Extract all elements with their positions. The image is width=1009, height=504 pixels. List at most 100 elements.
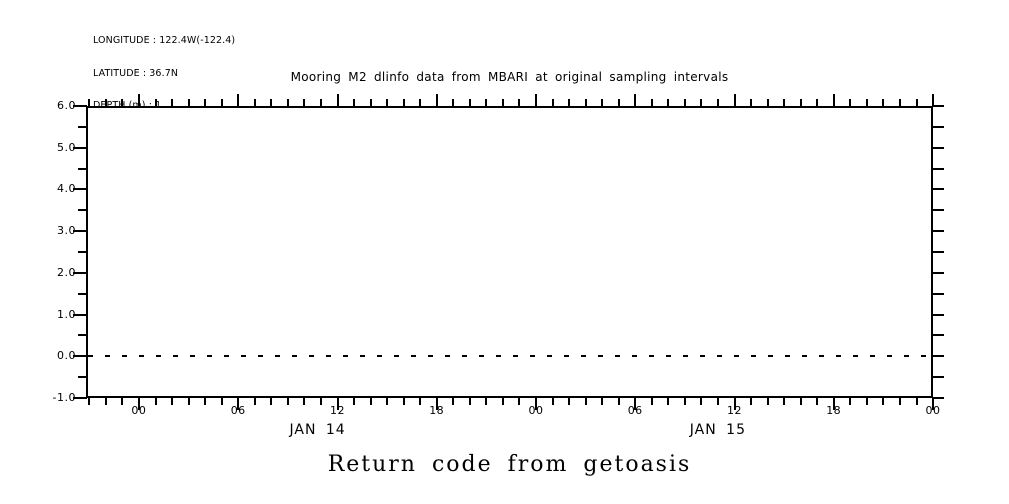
x-tick-label: 18 <box>826 404 842 417</box>
x-minor-tick-bottom <box>402 397 405 405</box>
x-minor-tick-bottom <box>501 397 504 405</box>
metadata-line-depth: DEPTH (m) : 1 <box>93 100 235 112</box>
y-tick-right <box>932 167 944 170</box>
x-minor-tick-bottom <box>849 397 852 405</box>
y-major-tick-left <box>73 105 87 107</box>
x-minor-tick-bottom <box>650 397 653 405</box>
x-tick-label: 06 <box>627 404 643 417</box>
y-tick-label: 3.0 <box>57 224 76 238</box>
x-minor-tick-bottom <box>716 397 719 405</box>
x-tick-label: 12 <box>727 404 742 417</box>
x-minor-tick-bottom <box>750 397 752 405</box>
x-minor-tick-bottom <box>452 397 455 405</box>
x-date-label: JAN 15 <box>689 422 746 438</box>
x-minor-tick-bottom <box>683 397 686 405</box>
plot-frame <box>86 106 933 398</box>
y-major-tick-left <box>73 271 87 274</box>
x-major-tick-bottom <box>932 397 934 410</box>
x-minor-tick-bottom <box>882 397 885 405</box>
y-tick-label: 0.0 <box>57 349 76 363</box>
x-minor-tick-bottom <box>766 397 769 405</box>
x-minor-tick-bottom <box>319 397 322 405</box>
y-tick-right <box>932 397 944 399</box>
x-minor-tick-bottom <box>369 397 372 405</box>
x-minor-tick-bottom <box>568 397 571 405</box>
x-minor-tick-bottom <box>816 397 819 405</box>
x-major-tick-bottom <box>832 397 835 410</box>
x-minor-tick-bottom <box>898 397 901 405</box>
x-tick-label: 00 <box>528 404 544 417</box>
x-major-tick-bottom <box>535 397 537 410</box>
x-major-tick-bottom <box>237 397 240 410</box>
x-minor-tick-bottom <box>617 397 620 405</box>
x-minor-tick-bottom <box>551 397 554 405</box>
x-tick-label: 06 <box>230 404 246 417</box>
x-date-label: JAN 14 <box>289 422 346 438</box>
x-minor-tick-bottom <box>104 397 107 405</box>
y-tick-label: 4.0 <box>57 182 76 196</box>
x-major-tick-bottom <box>435 397 438 410</box>
x-minor-tick-bottom <box>204 397 207 405</box>
x-minor-tick-bottom <box>468 397 471 405</box>
y-major-tick-left <box>73 355 87 358</box>
x-major-tick-bottom <box>733 397 736 410</box>
x-minor-tick-bottom <box>353 397 355 405</box>
x-tick-label: 18 <box>429 404 445 417</box>
y-tick-right <box>932 355 944 358</box>
x-minor-tick-bottom <box>667 397 670 405</box>
y-tick-right <box>932 251 944 253</box>
y-tick-right <box>932 105 944 107</box>
metadata-line-longitude: LONGITUDE : 122.4W(-122.4) <box>93 35 236 47</box>
x-minor-tick-bottom <box>915 397 918 405</box>
y-tick-label: -1.0 <box>52 391 76 404</box>
x-minor-tick-bottom <box>286 397 289 405</box>
y-tick-label: 1.0 <box>57 307 76 321</box>
chart-title: Mooring M2 dlinfo data from MBARI at ori… <box>290 70 729 84</box>
y-tick-right <box>932 292 944 295</box>
x-minor-tick-bottom <box>171 397 173 405</box>
y-major-tick-left <box>73 146 87 149</box>
y-tick-right <box>932 230 944 233</box>
x-minor-tick-bottom <box>584 397 587 405</box>
x-minor-tick-bottom <box>485 397 488 405</box>
x-tick-label: 00 <box>131 404 147 417</box>
x-minor-tick-bottom <box>154 397 157 405</box>
x-minor-tick-bottom <box>88 397 91 405</box>
y-tick-right <box>932 125 944 128</box>
y-tick-right <box>932 271 944 274</box>
footer-label: Return code from getoasis <box>327 452 692 477</box>
y-tick-label: 2.0 <box>57 265 76 279</box>
y-tick-right <box>932 334 944 337</box>
x-tick-label: 12 <box>330 404 345 417</box>
y-tick-right <box>932 376 944 379</box>
metadata-line-latitude: LATITUDE : 36.7N <box>93 67 179 79</box>
y-major-tick-left <box>73 188 87 191</box>
x-minor-tick-bottom <box>121 397 124 405</box>
y-tick-right <box>932 188 944 191</box>
y-major-tick-left <box>73 397 87 399</box>
x-major-tick-bottom <box>634 397 637 410</box>
x-major-tick-bottom <box>336 397 339 410</box>
x-minor-tick-bottom <box>518 397 521 405</box>
x-minor-tick-bottom <box>700 397 703 405</box>
y-major-tick-left <box>73 230 87 233</box>
x-tick-label: 00 <box>925 404 941 417</box>
x-minor-tick-bottom <box>270 397 273 405</box>
x-minor-tick-bottom <box>783 397 786 405</box>
y-major-tick-left <box>73 313 87 316</box>
x-minor-tick-bottom <box>253 397 256 405</box>
x-minor-tick-bottom <box>303 397 306 405</box>
x-minor-tick-bottom <box>220 397 223 405</box>
x-minor-tick-bottom <box>601 397 604 405</box>
x-minor-tick-bottom <box>187 397 190 405</box>
y-tick-right <box>932 146 944 149</box>
y-tick-label: 5.0 <box>57 140 76 154</box>
y-tick-label: 6.0 <box>57 99 76 112</box>
y-tick-right <box>932 313 944 316</box>
x-major-tick-bottom <box>137 397 140 410</box>
y-tick-right <box>932 209 944 212</box>
x-minor-tick-bottom <box>386 397 389 405</box>
x-minor-tick-bottom <box>799 397 802 405</box>
x-minor-tick-bottom <box>419 397 422 405</box>
